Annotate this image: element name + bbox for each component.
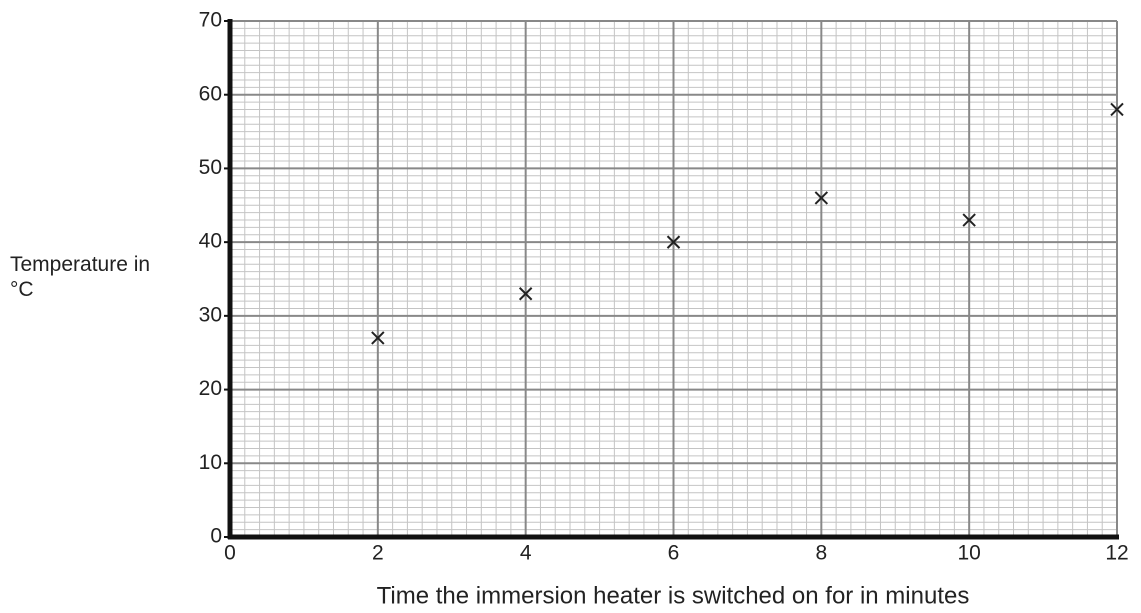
x-tick-label: 6 (668, 542, 680, 565)
x-tick-label: 10 (957, 542, 980, 565)
x-tick-label: 4 (520, 542, 532, 565)
marker (666, 235, 681, 249)
y-tick-label: 40 (199, 230, 222, 253)
marker (371, 331, 385, 345)
x-tick-label: 8 (815, 542, 827, 565)
marker (814, 191, 829, 205)
x-tick-label: 12 (1105, 542, 1128, 565)
x-axis-label: Time the immersion heater is switched on… (377, 582, 970, 609)
marker (518, 287, 533, 301)
marker (962, 213, 976, 227)
marker (1110, 102, 1124, 117)
y-tick-label: 0 (210, 525, 222, 548)
x-tick-label: 2 (372, 542, 384, 565)
y-tick-label: 50 (199, 156, 222, 179)
y-tick-label: 60 (199, 82, 222, 105)
x-tick-label: 0 (224, 542, 236, 565)
y-tick-label: 10 (199, 451, 222, 474)
y-tick-label: 20 (199, 377, 222, 400)
y-axis-label: Temperature in °C (10, 253, 151, 301)
y-tick-label: 30 (199, 303, 222, 326)
y-tick-label: 70 (199, 9, 222, 32)
